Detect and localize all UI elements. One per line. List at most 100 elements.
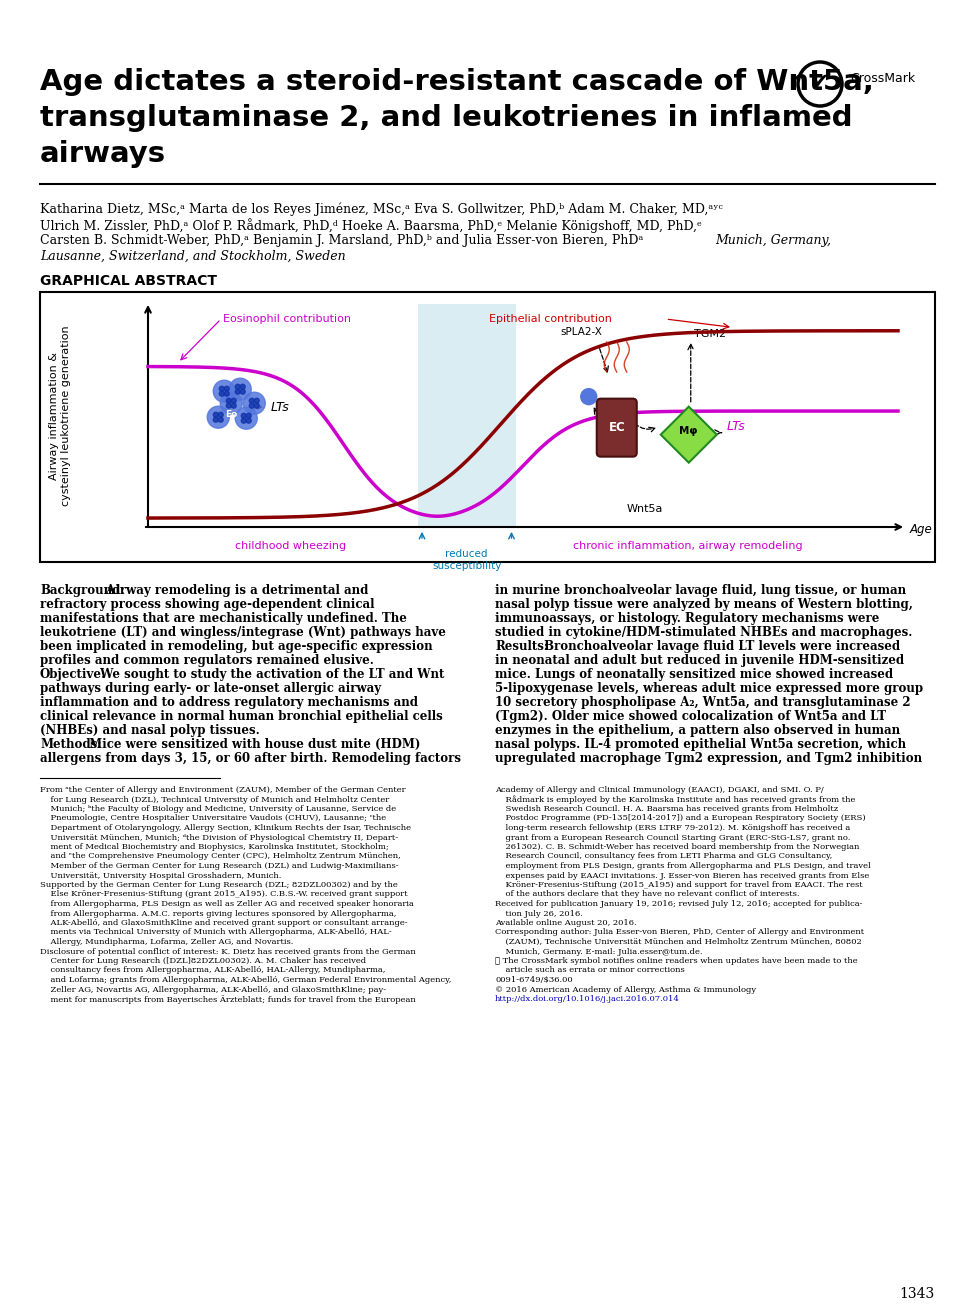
- Text: Eo: Eo: [225, 410, 237, 419]
- Text: 10 secretory phospholipase A₂, Wnt5a, and transglutaminase 2: 10 secretory phospholipase A₂, Wnt5a, an…: [495, 696, 911, 709]
- Text: Munich, Germany. E-mail: Julia.esser@tum.de.: Munich, Germany. E-mail: Julia.esser@tum…: [495, 947, 703, 955]
- Text: airways: airways: [40, 140, 166, 168]
- Text: Zeller AG, Novartis AG, Allergopharma, ALK-Abelló, and GlaxoSmithKline; pay-: Zeller AG, Novartis AG, Allergopharma, A…: [40, 985, 386, 993]
- Circle shape: [240, 389, 246, 394]
- Text: ALK-Abelló, and GlaxoSmithKline and received grant support or consultant arrange: ALK-Abelló, and GlaxoSmithKline and rece…: [40, 919, 408, 927]
- Text: Mφ: Mφ: [680, 425, 698, 436]
- Circle shape: [219, 386, 224, 392]
- Circle shape: [226, 398, 231, 403]
- Circle shape: [235, 407, 257, 429]
- Circle shape: [231, 403, 236, 408]
- Text: Research Council, consultancy fees from LETI Pharma and GLG Consultancy,: Research Council, consultancy fees from …: [495, 852, 833, 860]
- Text: Age dictates a steroid-resistant cascade of Wnt5a,: Age dictates a steroid-resistant cascade…: [40, 68, 874, 97]
- Circle shape: [214, 418, 218, 423]
- Text: Member of the German Center for Lung Research (DZL) and Ludwig-Maximilians-: Member of the German Center for Lung Res…: [40, 863, 399, 870]
- Text: Age: Age: [910, 523, 933, 536]
- Text: leukotriene (LT) and wingless/integrase (Wnt) pathways have: leukotriene (LT) and wingless/integrase …: [40, 626, 446, 639]
- Text: Universität München, Munich; ᵈthe Division of Physiological Chemistry II, Depart: Universität München, Munich; ᵈthe Divisi…: [40, 834, 398, 842]
- Text: and Lofarma; grants from Allergopharma, ALK-Abelló, German Federal Environmental: and Lofarma; grants from Allergopharma, …: [40, 976, 451, 984]
- Text: (Tgm2). Older mice showed colocalization of Wnt5a and LT: (Tgm2). Older mice showed colocalization…: [495, 710, 886, 723]
- Text: profiles and common regulators remained elusive.: profiles and common regulators remained …: [40, 654, 373, 667]
- Text: for Lung Research (DZL), Technical University of Munich and Helmholtz Center: for Lung Research (DZL), Technical Unive…: [40, 796, 389, 804]
- Text: Department of Otolaryngology, Allergy Section, Klinikum Rechts der Isar, Technis: Department of Otolaryngology, Allergy Se…: [40, 823, 411, 833]
- Circle shape: [219, 392, 224, 397]
- Text: immunoassays, or histology. Regulatory mechanisms were: immunoassays, or histology. Regulatory m…: [495, 612, 879, 625]
- Text: Results:: Results:: [495, 639, 548, 652]
- Text: Background:: Background:: [40, 585, 125, 596]
- Text: Universität, University Hospital Grosshadern, Munich.: Universität, University Hospital Grossha…: [40, 872, 282, 880]
- Text: Munich; ᵇthe Faculty of Biology and Medicine, University of Lausanne, Service de: Munich; ᵇthe Faculty of Biology and Medi…: [40, 805, 396, 813]
- Text: Disclosure of potential conflict of interest: K. Dietz has received grants from : Disclosure of potential conflict of inte…: [40, 947, 415, 955]
- Text: nasal polyp tissue were analyzed by means of Western blotting,: nasal polyp tissue were analyzed by mean…: [495, 598, 913, 611]
- Text: Rådmark is employed by the Karolinska Institute and has received grants from the: Rådmark is employed by the Karolinska In…: [495, 796, 855, 804]
- FancyBboxPatch shape: [597, 398, 637, 457]
- Text: Ⓢ The CrossMark symbol notifies online readers when updates have been made to th: Ⓢ The CrossMark symbol notifies online r…: [495, 957, 858, 964]
- Text: Epithelial contribution: Epithelial contribution: [489, 315, 612, 324]
- Circle shape: [581, 389, 597, 405]
- Circle shape: [235, 389, 240, 394]
- Text: Else Kröner-Fresenius-Stiftung (grant 2015_A195). C.B.S.-W. received grant suppo: Else Kröner-Fresenius-Stiftung (grant 20…: [40, 890, 408, 899]
- Circle shape: [226, 403, 231, 408]
- Text: LTs: LTs: [270, 401, 289, 414]
- Text: We sought to study the activation of the LT and Wnt: We sought to study the activation of the…: [96, 668, 445, 681]
- Text: GRAPHICAL ABSTRACT: GRAPHICAL ABSTRACT: [40, 274, 217, 288]
- Text: article such as errata or minor corrections: article such as errata or minor correcti…: [495, 967, 684, 975]
- Bar: [40, 292, 935, 562]
- Text: grant from a European Research Council Starting Grant (ERC-StG-LS7, grant no.: grant from a European Research Council S…: [495, 834, 850, 842]
- Circle shape: [250, 403, 254, 408]
- Circle shape: [214, 380, 235, 402]
- Text: from Allergopharma. A.M.C. reports giving lectures sponsored by Allergopharma,: from Allergopharma. A.M.C. reports givin…: [40, 910, 397, 917]
- Text: Received for publication January 19, 2016; revised July 12, 2016; accepted for p: Received for publication January 19, 201…: [495, 900, 863, 908]
- Text: EC: EC: [608, 422, 625, 435]
- Text: refractory process showing age-dependent clinical: refractory process showing age-dependent…: [40, 598, 374, 611]
- Circle shape: [224, 392, 229, 397]
- Text: ment of Medical Biochemistry and Biophysics, Karolinska Institutet, Stockholm;: ment of Medical Biochemistry and Biophys…: [40, 843, 389, 851]
- Text: transglutaminase 2, and leukotrienes in inflamed: transglutaminase 2, and leukotrienes in …: [40, 104, 852, 132]
- Circle shape: [243, 393, 265, 414]
- Circle shape: [250, 398, 254, 403]
- Circle shape: [214, 412, 218, 418]
- Circle shape: [208, 406, 229, 428]
- Text: expenses paid by EAACI invitations. J. Esser-von Bieren has received grants from: expenses paid by EAACI invitations. J. E…: [495, 872, 870, 880]
- Text: clinical relevance in normal human bronchial epithelial cells: clinical relevance in normal human bronc…: [40, 710, 443, 723]
- Text: From ᵃthe Center of Allergy and Environment (ZAUM), Member of the German Center: From ᵃthe Center of Allergy and Environm…: [40, 786, 406, 793]
- Text: in neonatal and adult but reduced in juvenile HDM-sensitized: in neonatal and adult but reduced in juv…: [495, 654, 904, 667]
- Text: Postdoc Programme (PD-135[2014-2017]) and a European Respiratory Society (ERS): Postdoc Programme (PD-135[2014-2017]) an…: [495, 814, 866, 822]
- Text: Lausanne, Switzerland, and Stockholm, Sweden: Lausanne, Switzerland, and Stockholm, Sw…: [40, 251, 345, 264]
- Text: Wnt5a: Wnt5a: [627, 504, 663, 514]
- Circle shape: [218, 418, 223, 423]
- Text: (NHBEs) and nasal polyp tissues.: (NHBEs) and nasal polyp tissues.: [40, 724, 259, 737]
- Circle shape: [235, 384, 240, 389]
- Text: allergens from days 3, 15, or 60 after birth. Remodeling factors: allergens from days 3, 15, or 60 after b…: [40, 752, 461, 765]
- Text: Mice were sensitized with house dust mite (HDM): Mice were sensitized with house dust mit…: [85, 739, 420, 750]
- Text: Ulrich M. Zissler, PhD,ᵃ Olof P. Rådmark, PhD,ᵈ Hoeke A. Baarsma, PhD,ᵉ Melanie : Ulrich M. Zissler, PhD,ᵃ Olof P. Rådmark…: [40, 218, 702, 232]
- Text: inflammation and to address regulatory mechanisms and: inflammation and to address regulatory m…: [40, 696, 418, 709]
- Circle shape: [229, 378, 252, 401]
- Text: Eosinophil contribution: Eosinophil contribution: [223, 315, 351, 324]
- Text: Academy of Allergy and Clinical Immunology (EAACI), DGAKI, and SMI. O. P/: Academy of Allergy and Clinical Immunolo…: [495, 786, 824, 793]
- Text: ✔: ✔: [811, 72, 829, 91]
- Text: from Allergopharma, PLS Design as well as Zeller AG and received speaker honorar: from Allergopharma, PLS Design as well a…: [40, 900, 413, 908]
- Text: been implicated in remodeling, but age-specific expression: been implicated in remodeling, but age-s…: [40, 639, 433, 652]
- Text: manifestations that are mechanistically undefined. The: manifestations that are mechanistically …: [40, 612, 407, 625]
- Text: Center for Lung Research ([DZL]82DZL00302). A. M. Chaker has received: Center for Lung Research ([DZL]82DZL0030…: [40, 957, 367, 964]
- Text: Airway remodeling is a detrimental and: Airway remodeling is a detrimental and: [101, 585, 368, 596]
- Text: © 2016 American Academy of Allergy, Asthma & Immunology: © 2016 American Academy of Allergy, Asth…: [495, 985, 757, 993]
- Text: reduced
susceptibility: reduced susceptibility: [432, 549, 501, 570]
- Text: studied in cytokine/HDM-stimulated NHBEs and macrophages.: studied in cytokine/HDM-stimulated NHBEs…: [495, 626, 913, 639]
- Text: Munich, Germany,: Munich, Germany,: [715, 234, 831, 247]
- Text: 1343: 1343: [900, 1287, 935, 1301]
- Text: upregulated macrophage Tgm2 expression, and Tgm2 inhibition: upregulated macrophage Tgm2 expression, …: [495, 752, 922, 765]
- Text: 0091-6749/$36.00: 0091-6749/$36.00: [495, 976, 572, 984]
- Text: LTs: LTs: [726, 420, 746, 433]
- Circle shape: [220, 393, 242, 414]
- Text: chronic inflammation, airway remodeling: chronic inflammation, airway remodeling: [573, 542, 802, 551]
- Text: CrossMark: CrossMark: [850, 73, 916, 86]
- Polygon shape: [661, 407, 717, 463]
- Text: Pneumologie, Centre Hospitalier Universitaire Vaudois (CHUV), Lausanne; ᶜthe: Pneumologie, Centre Hospitalier Universi…: [40, 814, 386, 822]
- Circle shape: [241, 418, 247, 423]
- Circle shape: [241, 414, 247, 418]
- Text: Corresponding author: Julia Esser-von Bieren, PhD, Center of Allergy and Environ: Corresponding author: Julia Esser-von Bi…: [495, 928, 864, 937]
- Circle shape: [231, 398, 236, 403]
- Text: of the authors declare that they have no relevant conflict of interests.: of the authors declare that they have no…: [495, 890, 800, 899]
